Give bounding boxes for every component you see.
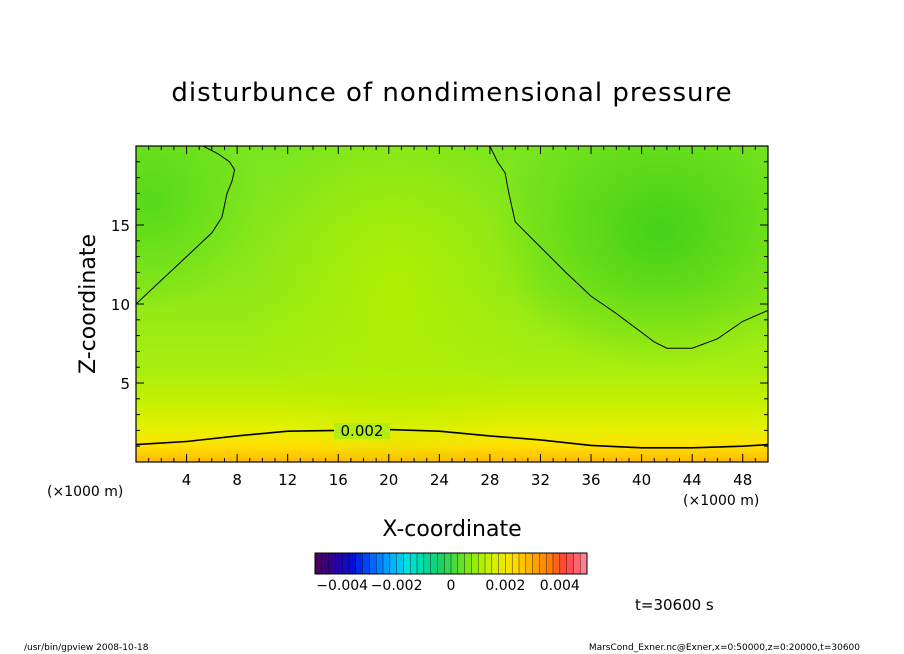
colorbar-tick-label: 0 [447,578,456,594]
heatmap-green-left [136,146,260,310]
x-tick-label: 20 [379,471,398,489]
x-tick-label: 40 [632,471,651,489]
contour-label: 0.002 [341,422,384,440]
x-tick-label: 48 [733,471,752,489]
colorbar-cell [519,553,527,574]
colorbar-frame [314,552,588,575]
colorbar-cell [451,553,459,574]
colorbar-cell [457,553,466,574]
colorbar-cell [430,553,438,574]
contour-line [136,146,236,305]
colorbar-cell [505,553,513,574]
footer-right: MarsCond_Exner.nc@Exner,x=0:50000,z=0:20… [589,643,860,653]
colorbar-cell [573,553,581,574]
x-tick-label: 24 [430,471,449,489]
colorbar-cell [349,553,357,574]
colorbar-cell [383,553,391,574]
contour-line [489,146,768,349]
colorbar-cell [546,553,554,574]
colorbar-cell [512,553,520,574]
colorbar-cell [362,553,370,574]
x-tick-label: 16 [329,471,348,489]
x-tick-label: 36 [581,471,600,489]
x-tick-label: 12 [278,471,297,489]
colorbar-cell [532,553,540,574]
x-tick-label: 32 [531,471,550,489]
colorbar-cell [342,553,350,574]
colorbar-cell [389,553,398,574]
colorbar-cell [437,553,445,574]
colorbar-cell [485,553,493,574]
heatmap-green-right [490,146,768,370]
colorbar-cell [376,553,384,574]
colorbar-tick-label: −0.004 [316,578,368,594]
colorbar-cell [423,553,432,574]
colorbar-tick-label: −0.002 [371,578,423,594]
colorbar-tick-label: 0.002 [485,578,525,594]
colorbar-cell [498,553,506,574]
colorbar-cell [566,553,574,574]
x-unit-right: (×1000 m) [683,493,759,509]
colorbar-cell [315,553,323,574]
y-tick-label: 15 [111,217,130,235]
colorbar: −0.004 −0.002 0 0.002 0.004 [314,552,588,594]
x-tick-label: 8 [232,471,242,489]
y-tick-label: 5 [120,375,130,393]
colorbar-cell [525,553,534,574]
colorbar-cell [396,553,404,574]
time-label: t=30600 s [635,596,714,614]
contour-label-bg [334,423,390,439]
heatmap-yellow-center [245,146,545,462]
colorbar-cell [403,553,411,574]
colorbar-cell [539,553,547,574]
plot-area [136,146,768,462]
colorbar-cell [491,553,500,574]
x-unit-left: (×1000 m) [47,484,123,500]
x-tick-label: 28 [480,471,499,489]
contour-lines [136,146,768,449]
colorbar-cell [559,553,568,574]
colorbar-cell [471,553,479,574]
colorbar-cell [553,553,561,574]
colorbar-cell [355,553,364,574]
colorbar-cell [464,553,472,574]
colorbar-cell [478,553,486,574]
y-tick-label: 10 [111,296,130,314]
y-axis-label: Z-coordinate [76,234,101,374]
colorbar-cell [321,553,330,574]
x-axis-label: X-coordinate [382,517,521,542]
colorbar-cell [335,553,343,574]
contour-line [136,428,768,449]
x-tick-label: 44 [683,471,702,489]
colorbar-cell [410,553,418,574]
footer-left: /usr/bin/gpview 2008-10-18 [24,643,149,653]
colorbar-cell [417,553,425,574]
colorbar-cell [328,553,336,574]
chart-title: disturbunce of nondimensional pressure [171,78,732,108]
colorbar-tick-label: 0.004 [540,578,580,594]
colorbar-cell [580,553,588,574]
x-tick-label: 4 [182,471,192,489]
colorbar-cell [369,553,377,574]
colorbar-cell [444,553,452,574]
